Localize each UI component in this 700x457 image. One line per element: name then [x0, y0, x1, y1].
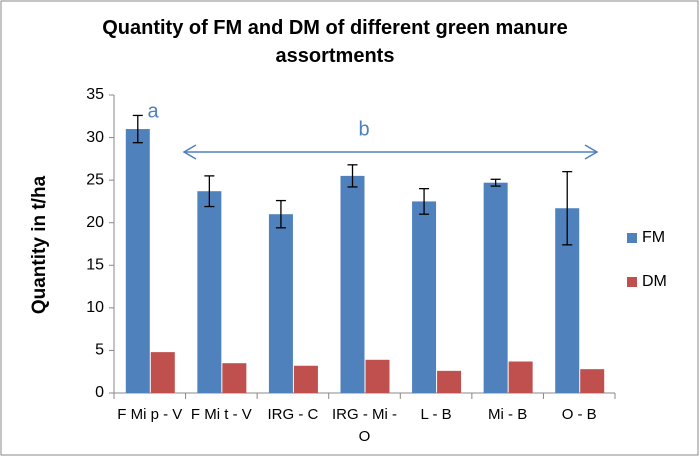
- bar: [268, 214, 293, 393]
- y-axis-label: Quantity in t/ha: [29, 175, 50, 314]
- y-tick-label: 25: [86, 171, 104, 188]
- bar: [483, 182, 508, 393]
- legend-label: DM: [642, 273, 667, 290]
- annotation: b: [358, 118, 369, 140]
- y-tick-label: 15: [86, 257, 104, 274]
- x-tick-label: IRG - C: [267, 406, 319, 423]
- bar: [222, 363, 247, 393]
- bar: [412, 201, 437, 393]
- y-tick-label: 35: [86, 86, 104, 103]
- bar: [150, 352, 175, 393]
- x-tick-label: Mi - B: [488, 406, 528, 423]
- annotation: a: [147, 100, 159, 122]
- arrow-head: [182, 144, 197, 160]
- y-tick-label: 0: [95, 384, 104, 401]
- bar: [125, 129, 150, 394]
- bar: [580, 369, 605, 393]
- x-tick-label: F Mi t - V: [190, 406, 252, 423]
- y-tick-label: 30: [86, 129, 104, 146]
- y-tick-label: 5: [95, 342, 104, 359]
- bar: [437, 370, 462, 393]
- legend-label: FM: [642, 229, 665, 246]
- y-tick-label: 20: [86, 214, 104, 231]
- bar: [508, 361, 533, 393]
- x-tick-label: L - B: [420, 406, 452, 423]
- bar: [365, 359, 390, 393]
- bar: [197, 191, 222, 393]
- legend-swatch: [627, 233, 637, 243]
- arrow-head: [584, 144, 599, 160]
- bar: [340, 175, 365, 393]
- x-tick-label: IRG - Mi - O: [332, 406, 397, 445]
- x-tick-label: O - B: [561, 406, 597, 423]
- legend-swatch: [627, 277, 637, 287]
- x-tick-label: F Mi p - V: [117, 406, 183, 423]
- y-tick-label: 10: [86, 299, 104, 316]
- bar: [293, 365, 318, 393]
- chart-title: Quantity of FM and DM of different green…: [102, 17, 568, 67]
